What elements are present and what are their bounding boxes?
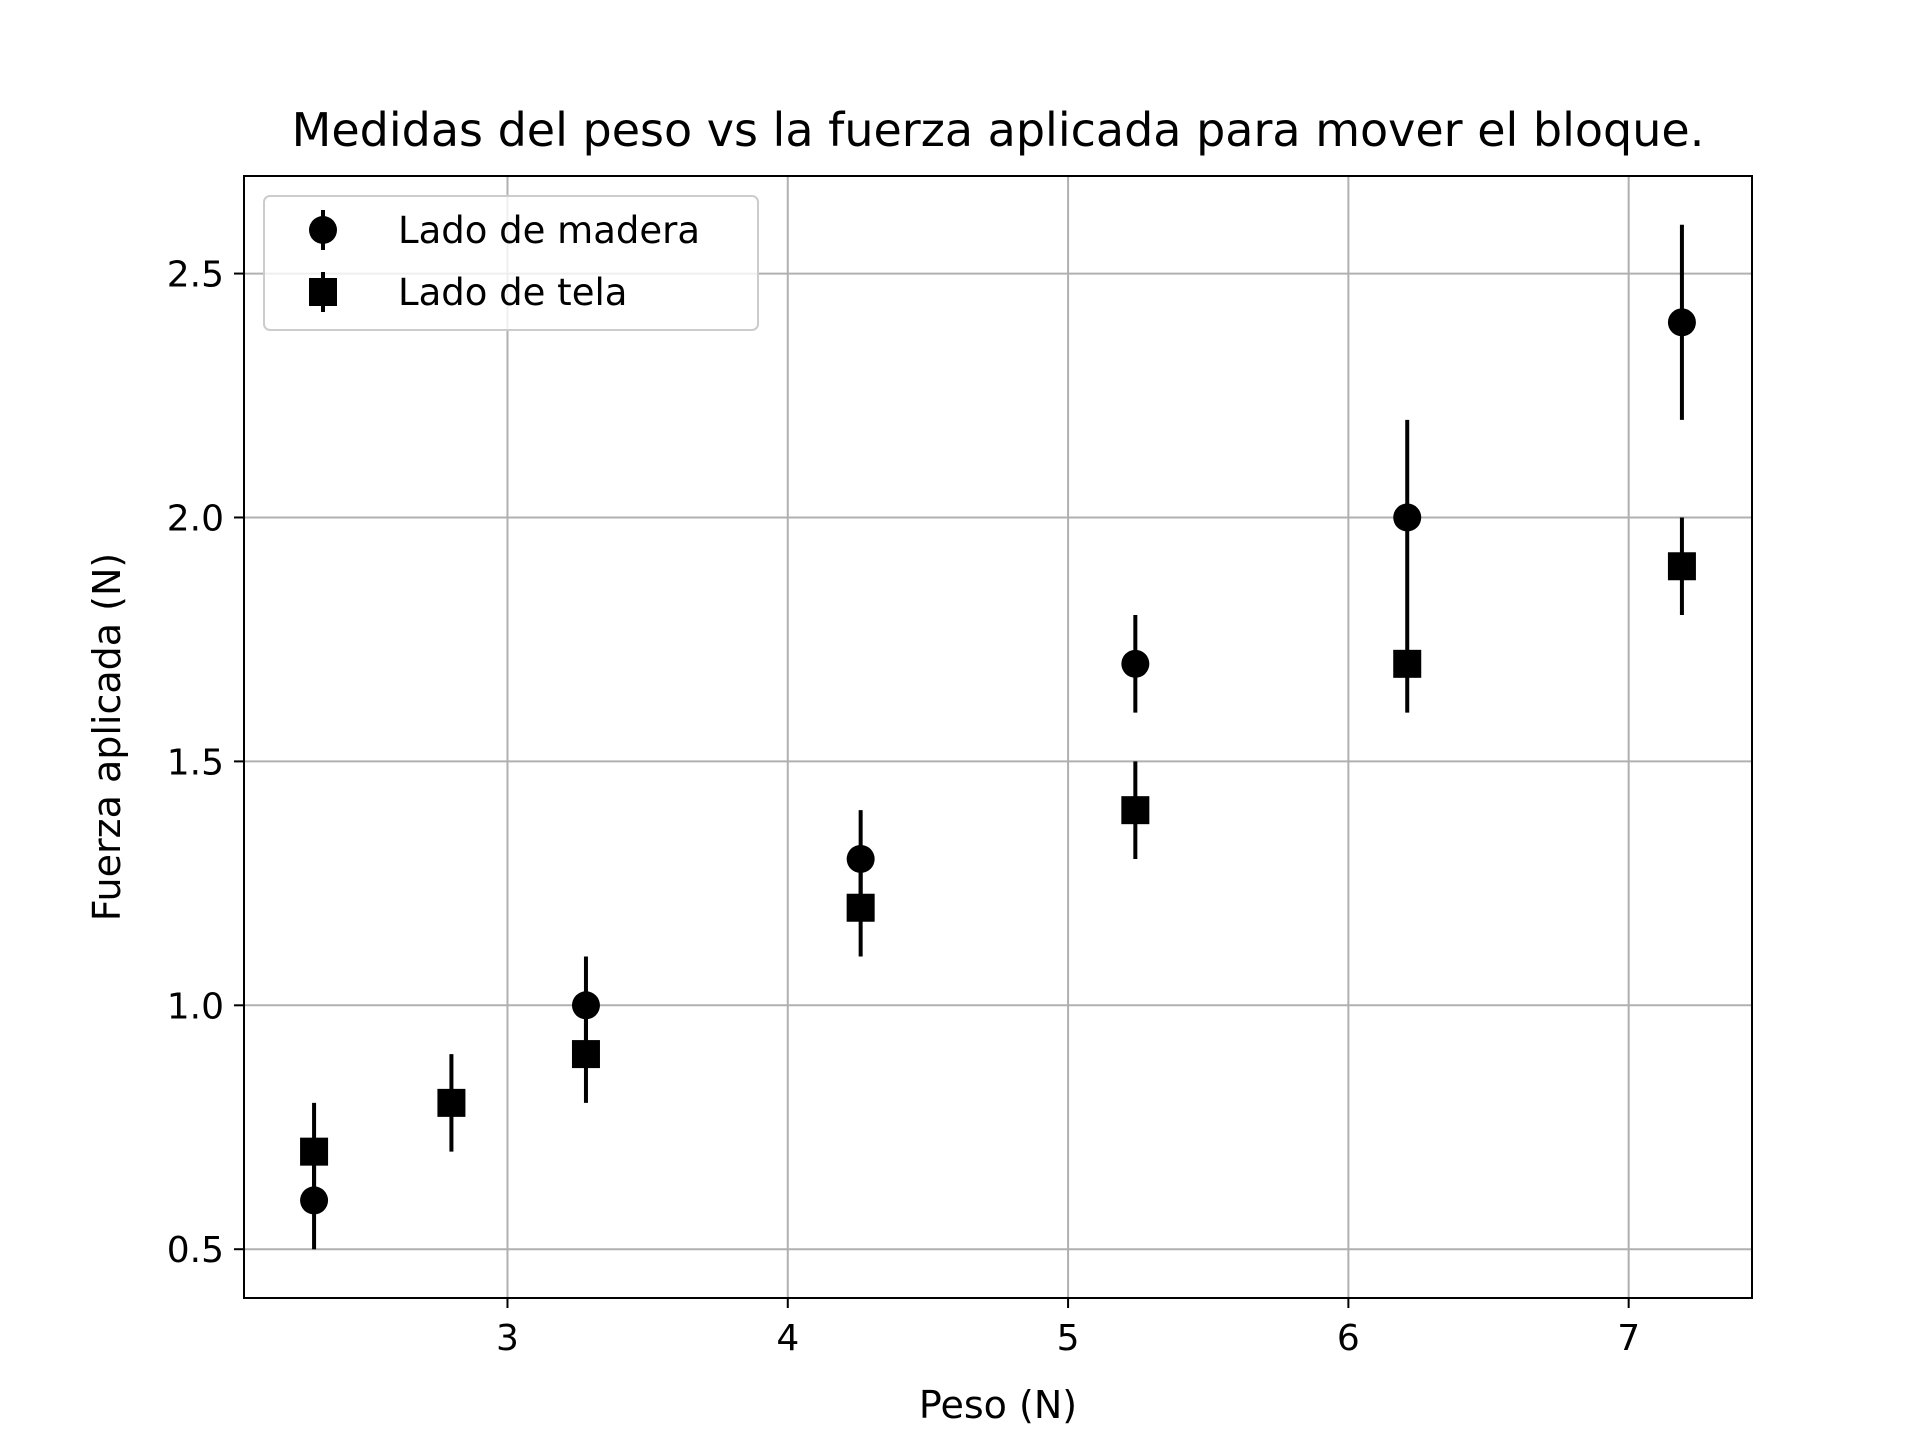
x-tick-label: 7 (1617, 1318, 1640, 1359)
data-point-tela (1121, 796, 1150, 825)
axes-frame (243, 175, 1753, 1299)
legend-marker-madera (309, 216, 337, 244)
data-marks (300, 224, 1696, 1250)
x-tick-label: 5 (1057, 1318, 1080, 1359)
x-axis-label: Peso (N) (919, 1383, 1077, 1427)
x-tick-label: 3 (496, 1318, 519, 1359)
legend-marker-tela (309, 278, 337, 306)
data-point-madera (1667, 308, 1696, 337)
data-point-tela (846, 893, 875, 922)
y-axis-label: Fuerza aplicada (N) (85, 553, 129, 921)
y-tick-label: 0.5 (167, 1230, 224, 1271)
x-tick-label: 4 (776, 1318, 799, 1359)
data-point-madera (1393, 503, 1422, 532)
legend-label-tela: Lado de tela (398, 271, 627, 314)
chart-title: Medidas del peso vs la fuerza aplicada p… (292, 103, 1705, 157)
y-tick-label: 2.0 (167, 498, 224, 539)
legend-label-madera: Lado de madera (398, 209, 700, 252)
legend-box (263, 195, 759, 331)
data-point-tela (571, 1040, 600, 1069)
y-tick-label: 2.5 (167, 255, 224, 296)
data-point-tela (1667, 552, 1696, 581)
y-tick-label: 1.5 (167, 742, 224, 783)
grid (244, 176, 1752, 1298)
y-tick-label: 1.0 (167, 986, 224, 1027)
data-point-madera (1121, 649, 1150, 678)
x-tick-label: 6 (1337, 1318, 1360, 1359)
data-point-tela (437, 1088, 466, 1117)
legend: Lado de madera Lado de tela (263, 195, 759, 331)
data-point-tela (300, 1137, 329, 1166)
data-point-tela (1393, 649, 1422, 678)
axis-ticks: 3 4 5 6 7 0.5 1.0 1.5 2.0 2.5 (167, 255, 1640, 1359)
